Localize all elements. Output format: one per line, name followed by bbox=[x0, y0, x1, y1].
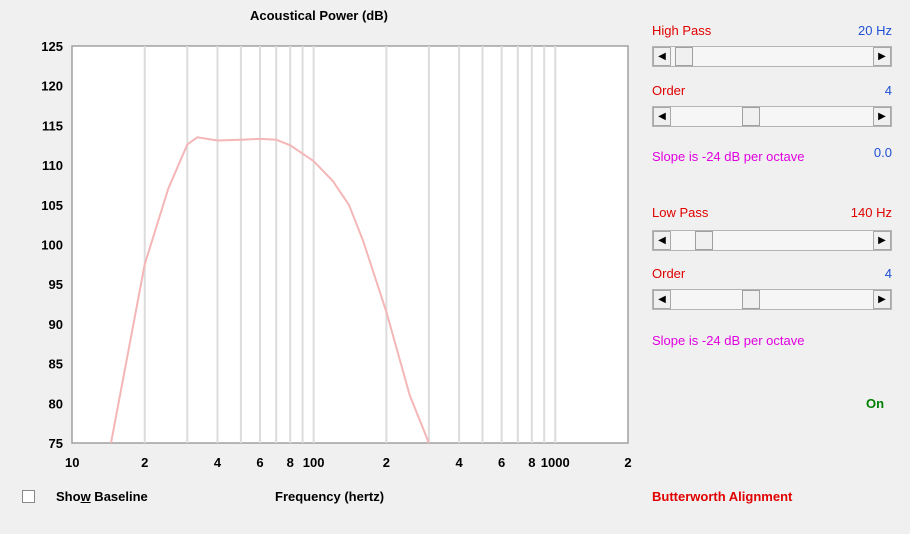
low-pass-label: Low Pass bbox=[652, 205, 709, 220]
x-tick-label: 2 bbox=[624, 455, 631, 470]
y-tick-label: 125 bbox=[41, 39, 63, 54]
y-tick-label: 90 bbox=[49, 317, 63, 332]
show-baseline-checkbox[interactable] bbox=[22, 490, 35, 503]
scroll-left-arrow-icon[interactable]: ◀ bbox=[653, 47, 671, 66]
scroll-left-arrow-icon[interactable]: ◀ bbox=[653, 107, 671, 126]
high-pass-value: 20 Hz bbox=[858, 23, 892, 38]
low-pass-value: 140 Hz bbox=[850, 205, 892, 220]
high-slope-value: 0.0 bbox=[873, 145, 892, 160]
plot-background bbox=[71, 45, 629, 444]
x-tick-label: 100 bbox=[303, 455, 325, 470]
y-tick-label: 100 bbox=[41, 238, 63, 253]
x-tick-label: 8 bbox=[287, 455, 294, 470]
high-order-value: 4 bbox=[884, 83, 892, 98]
response-chart: 125 120 115 110 105 100 95 90 85 80 75 10 2 4 6 8 100 2 4… bbox=[41, 39, 631, 470]
scroll-thumb[interactable] bbox=[741, 290, 760, 309]
y-tick-label: 105 bbox=[41, 198, 63, 213]
alignment-label: Butterworth Alignment bbox=[652, 489, 793, 504]
x-tick-label: 8 bbox=[528, 455, 535, 470]
x-tick-label: 2 bbox=[383, 455, 390, 470]
high-slope-text: Slope is -24 dB per octave bbox=[652, 149, 805, 164]
y-tick-label: 75 bbox=[49, 436, 63, 451]
y-tick-label: 110 bbox=[42, 158, 63, 173]
scroll-left-arrow-icon[interactable]: ◀ bbox=[653, 290, 671, 309]
scroll-right-arrow-icon[interactable]: ▶ bbox=[873, 231, 891, 250]
x-axis-label: Frequency (hertz) bbox=[275, 489, 385, 504]
show-baseline-label[interactable]: Show Baseline bbox=[56, 489, 148, 504]
x-tick-label: 4 bbox=[214, 455, 222, 470]
high-order-label: Order bbox=[652, 83, 686, 98]
x-tick-label: 1000 bbox=[541, 455, 570, 470]
scroll-right-arrow-icon[interactable]: ▶ bbox=[873, 290, 891, 309]
y-tick-label: 115 bbox=[42, 118, 63, 133]
scroll-thumb[interactable] bbox=[695, 231, 714, 250]
x-tick-label: 2 bbox=[141, 455, 148, 470]
x-tick-label: 6 bbox=[256, 455, 263, 470]
y-tick-label: 80 bbox=[49, 396, 63, 411]
status-indicator: On bbox=[866, 396, 885, 411]
scroll-right-arrow-icon[interactable]: ▶ bbox=[873, 47, 891, 66]
scroll-left-arrow-icon[interactable]: ◀ bbox=[653, 231, 671, 250]
y-tick-label: 120 bbox=[41, 79, 63, 94]
high-order-scrollbar[interactable]: ◀ ▶ bbox=[652, 106, 892, 127]
y-tick-label: 85 bbox=[49, 357, 63, 372]
high-pass-label: High Pass bbox=[652, 23, 712, 38]
scroll-thumb[interactable] bbox=[674, 47, 693, 66]
chart-title: Acoustical Power (dB) bbox=[250, 8, 388, 23]
y-tick-label: 95 bbox=[49, 277, 63, 292]
low-pass-scrollbar[interactable]: ◀ ▶ bbox=[652, 230, 892, 251]
x-tick-label: 6 bbox=[498, 455, 505, 470]
response-curve bbox=[110, 136, 430, 444]
low-order-label: Order bbox=[652, 266, 686, 281]
scroll-thumb[interactable] bbox=[741, 107, 760, 126]
scroll-right-arrow-icon[interactable]: ▶ bbox=[873, 107, 891, 126]
low-order-scrollbar[interactable]: ◀ ▶ bbox=[652, 289, 892, 310]
x-tick-label: 10 bbox=[65, 455, 79, 470]
low-slope-text: Slope is -24 dB per octave bbox=[652, 333, 805, 348]
low-order-value: 4 bbox=[884, 266, 892, 281]
high-pass-scrollbar[interactable]: ◀ ▶ bbox=[652, 46, 892, 67]
x-tick-label: 4 bbox=[455, 455, 463, 470]
